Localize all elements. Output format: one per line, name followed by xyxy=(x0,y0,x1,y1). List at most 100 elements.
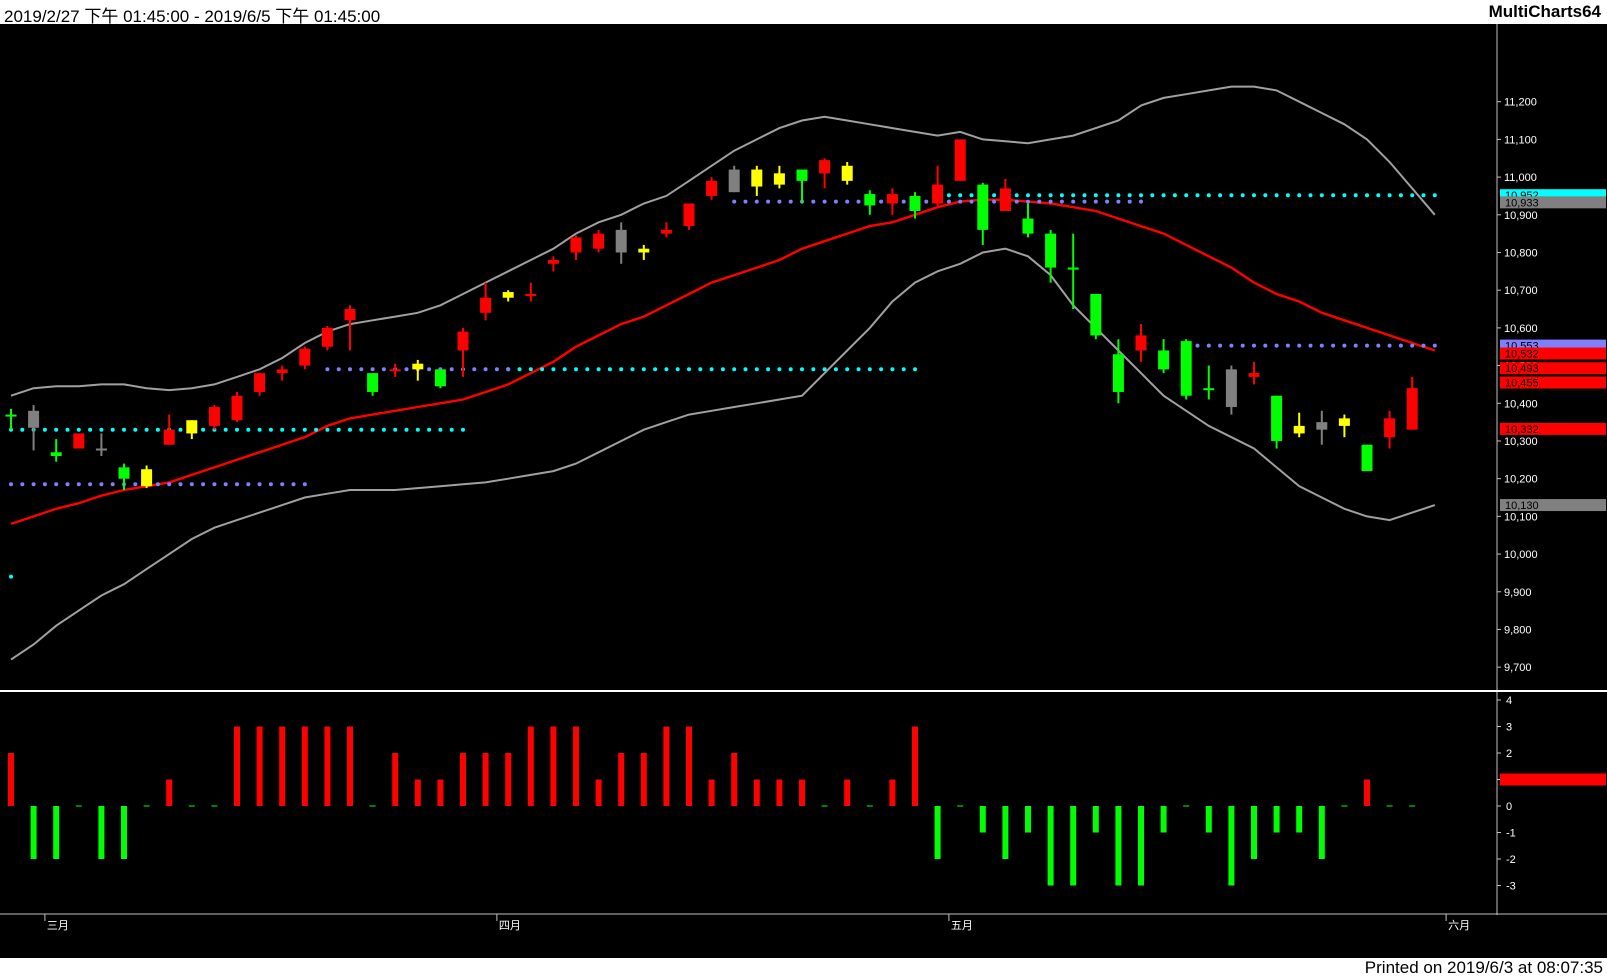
candle-body xyxy=(1135,335,1147,351)
osc-bar xyxy=(844,779,851,806)
violet-level-dot xyxy=(788,199,793,204)
cyan-level-dot xyxy=(1432,193,1437,198)
candle-body xyxy=(660,229,672,234)
candle-body xyxy=(276,369,288,374)
violet-level-dot xyxy=(969,199,974,204)
cyan-level-dot xyxy=(766,367,771,372)
osc-bar xyxy=(324,726,331,806)
violet-level-dot xyxy=(268,482,273,487)
title-bar: 2019/2/27 下午 01:45:00 - 2019/6/5 下午 01:4… xyxy=(0,0,1607,26)
price-tag-label: 10,130 xyxy=(1505,500,1539,512)
violet-level-dot xyxy=(302,482,307,487)
violet-level-dot xyxy=(167,482,172,487)
oscillator-panel: -3-2-101234 xyxy=(8,695,1606,893)
cyan-level-dot xyxy=(1026,193,1030,198)
candle-body xyxy=(457,331,469,351)
violet-level-dot xyxy=(110,482,115,487)
footer-bar: Printed on 2019/6/3 at 08:07:35 xyxy=(0,958,1607,977)
cyan-level-dot xyxy=(1252,193,1256,198)
price-tick-label: 10,400 xyxy=(1504,398,1538,410)
candle-body xyxy=(954,139,966,181)
violet-level-dot xyxy=(1308,343,1313,348)
osc-bar xyxy=(550,726,557,806)
candle-body xyxy=(1180,341,1192,396)
osc-bar xyxy=(121,806,127,859)
osc-bar xyxy=(437,779,444,806)
violet-level-dot xyxy=(777,199,782,204)
cyan-level-dot xyxy=(879,367,884,372)
candle-body xyxy=(1406,388,1418,430)
candle-body xyxy=(1158,350,1170,370)
osc-tick-label: -1 xyxy=(1506,828,1516,840)
osc-bar xyxy=(256,726,263,806)
violet-level-dot xyxy=(879,199,884,204)
cyan-level-dot xyxy=(709,367,714,372)
candle-body xyxy=(1090,293,1102,336)
cyan-level-dot xyxy=(235,427,239,432)
cyan-level-dot xyxy=(687,367,691,372)
cyan-level-dot xyxy=(88,427,93,432)
cyan-level-dot xyxy=(946,193,951,198)
osc-bar xyxy=(414,779,421,806)
cyan-level-dot xyxy=(630,367,635,372)
cyan-level-dot xyxy=(1410,193,1415,198)
osc-bar xyxy=(1228,806,1235,886)
violet-level-dot xyxy=(1410,343,1415,348)
price-tag-label: 10,933 xyxy=(1505,197,1539,209)
candle-body xyxy=(208,407,220,426)
cyan-level-dot xyxy=(1184,193,1189,198)
violet-level-dot xyxy=(280,482,285,487)
cyan-level-dot xyxy=(619,367,624,372)
violet-level-dot xyxy=(1082,199,1087,204)
cyan-level-dot xyxy=(370,427,375,432)
candle-body xyxy=(593,233,605,249)
violet-level-dot xyxy=(1037,199,1042,204)
violet-level-dot xyxy=(992,199,997,204)
cyan-level-dot xyxy=(1353,193,1358,198)
cyan-level-dot xyxy=(155,427,160,432)
cyan-level-dot xyxy=(302,427,307,432)
candle-body xyxy=(841,165,853,181)
violet-level-dot xyxy=(291,482,296,487)
cyan-level-dot xyxy=(562,367,567,372)
violet-level-dot xyxy=(20,482,25,487)
osc-bar xyxy=(686,726,692,806)
candle-body xyxy=(186,420,198,434)
cyan-level-dot xyxy=(1071,193,1076,198)
violet-level-dot xyxy=(1071,199,1076,204)
cyan-dot xyxy=(9,574,13,579)
osc-bar xyxy=(1318,806,1325,859)
cyan-level-dot xyxy=(732,367,737,372)
violet-level-dot xyxy=(1059,199,1064,204)
candle-body xyxy=(5,414,17,417)
violet-level-dot xyxy=(223,482,228,487)
candle-body xyxy=(344,309,356,321)
candle-body xyxy=(525,293,537,296)
violet-level-dot xyxy=(1195,343,1200,348)
osc-bar xyxy=(1002,806,1009,859)
candle-body xyxy=(638,248,650,253)
candle-body xyxy=(1384,418,1396,438)
osc-bar xyxy=(279,726,286,806)
printed-timestamp: Printed on 2019/6/3 at 08:07:35 xyxy=(1364,958,1603,977)
candle-body xyxy=(480,297,492,313)
osc-tick-label: 3 xyxy=(1506,722,1512,734)
cyan-level-dot xyxy=(223,427,228,432)
cyan-level-dot xyxy=(528,367,533,372)
price-tag xyxy=(1500,499,1606,512)
violet-level-dot xyxy=(178,482,183,487)
cyan-level-dot xyxy=(76,427,81,432)
cyan-level-dot xyxy=(1387,193,1392,198)
candle-body xyxy=(977,184,989,230)
osc-bar xyxy=(1025,806,1031,833)
cyan-level-dot xyxy=(1195,193,1200,198)
osc-bar xyxy=(573,726,579,806)
cyan-level-dot xyxy=(653,367,658,372)
price-tag-label: 10,455 xyxy=(1505,378,1539,390)
candle-body xyxy=(796,169,808,181)
violet-level-dot xyxy=(404,367,409,372)
cyan-level-dot xyxy=(1398,193,1403,198)
violet-level-dot xyxy=(381,367,386,372)
osc-bar xyxy=(1251,806,1257,859)
osc-bar xyxy=(753,779,760,806)
